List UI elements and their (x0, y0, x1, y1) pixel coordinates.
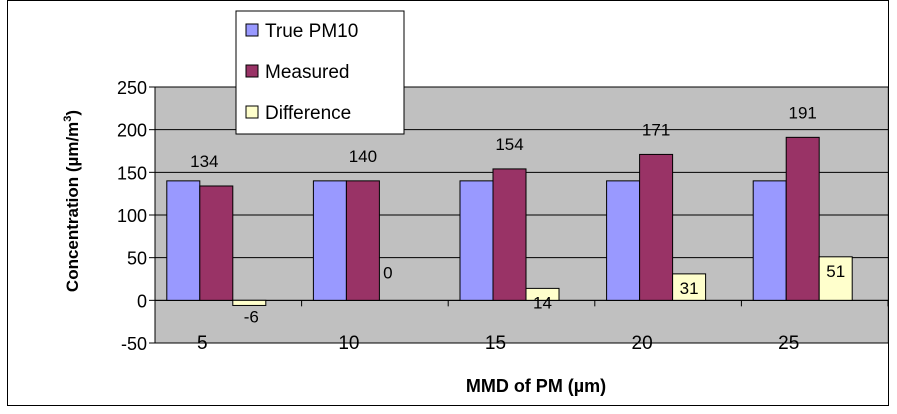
data-label: 51 (826, 262, 845, 281)
y-tick-label: 150 (117, 163, 147, 183)
bar-measured (639, 153, 674, 301)
legend-entry: Difference (265, 103, 351, 124)
data-label: 31 (680, 279, 699, 298)
x-tick-label: 25 (778, 333, 799, 354)
bar-difference (818, 256, 853, 301)
data-label: 140 (349, 147, 377, 166)
bar-measured (199, 185, 234, 301)
data-label: 171 (642, 120, 670, 139)
bar-true-pm10 (752, 180, 787, 301)
legend-swatch (245, 105, 259, 119)
legend-swatch (245, 23, 259, 37)
y-axis: -50 0 50 100 150 200 250 (117, 78, 156, 354)
bar-true-pm10 (312, 180, 347, 301)
data-label: 0 (383, 263, 392, 282)
bars (166, 136, 853, 306)
bar-difference (525, 287, 560, 301)
legend-entry: True PM10 (265, 21, 358, 42)
data-label: 191 (789, 103, 817, 122)
y-tick-label: 50 (127, 249, 147, 269)
legend-swatch (245, 64, 259, 78)
legend-box (235, 10, 405, 135)
y-tick-label: 250 (117, 78, 147, 98)
chart-frame: -50 0 50 100 150 200 250 5 10 15 20 25 134 140 154 17… (7, 0, 889, 406)
x-tick-label: 15 (485, 333, 506, 354)
y-axis-title-superscript: 3 (62, 116, 74, 122)
bar-true-pm10 (459, 180, 494, 301)
y-tick-label: -50 (121, 334, 147, 354)
bar-difference (672, 273, 707, 301)
x-tick-label: 5 (197, 333, 208, 354)
x-tick-label: 20 (632, 333, 653, 354)
legend-entry: Measured (265, 62, 350, 83)
y-tick-label: 200 (117, 121, 147, 141)
y-tick-label: 100 (117, 206, 147, 226)
x-tick-label: 10 (338, 333, 359, 354)
data-label: -6 (244, 307, 259, 326)
legend: True PM10 Measured Difference (235, 10, 405, 135)
data-label: 134 (190, 152, 218, 171)
bar-difference (232, 299, 267, 306)
y-axis-title-close: ) (63, 110, 82, 116)
data-label: 14 (533, 293, 552, 312)
bar-measured (492, 168, 527, 301)
y-axis-title-text: Concentration (µm/m (63, 122, 82, 292)
data-label: 154 (495, 135, 523, 154)
x-axis-title: MMD of PM (µm) (466, 376, 606, 396)
data-labels: 134 140 154 171 191 -6 0 14 31 51 (190, 103, 845, 326)
y-tick-label: 0 (137, 291, 147, 311)
bar-true-pm10 (606, 180, 641, 301)
bar-true-pm10 (166, 180, 201, 301)
bar-measured (345, 180, 380, 301)
y-axis-title: Concentration (µm/m3) (62, 110, 82, 292)
bar-measured (785, 136, 820, 301)
